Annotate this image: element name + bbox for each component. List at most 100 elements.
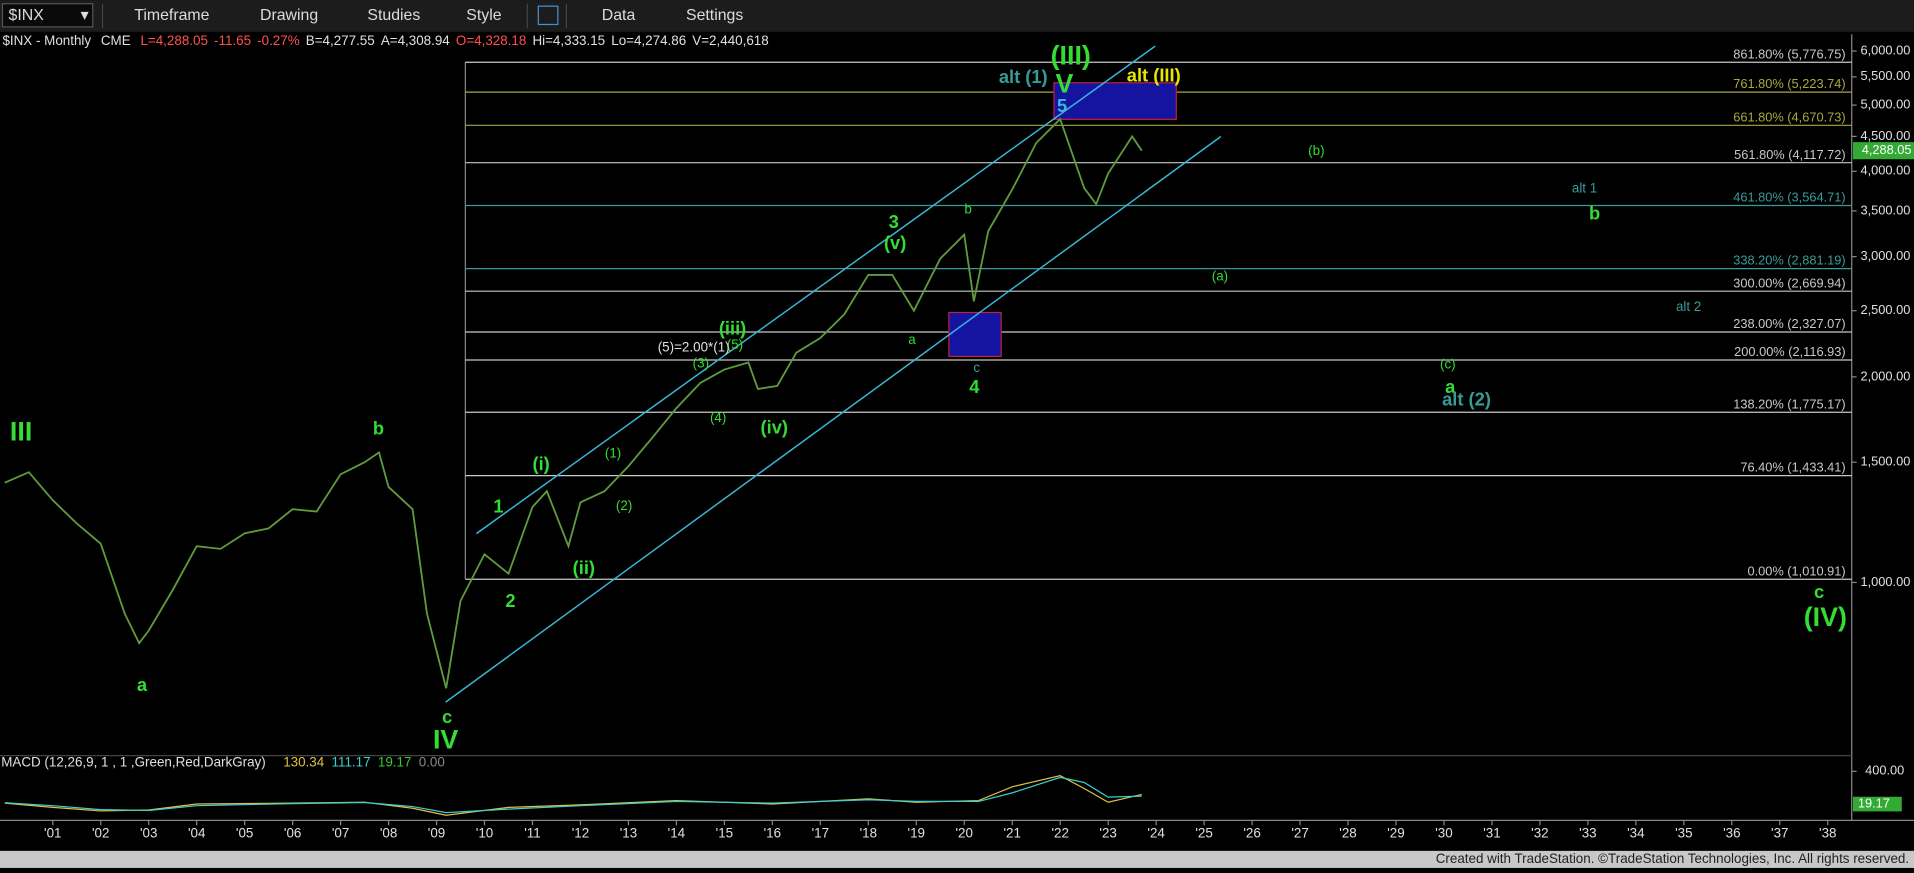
wave-label: a [137,674,148,695]
wave-label: (ii) [573,557,595,578]
wave-label: alt (2) [1442,388,1491,409]
wave-label: (iv) [761,416,788,437]
macd-readout: 111.17 [332,755,371,770]
x-tick-label: '01 [44,825,61,840]
wave-label: (4) [710,410,726,425]
layout-icon[interactable] [537,5,559,26]
wave-label: b [373,418,384,439]
quote-text: O=4,328.18 [456,33,526,48]
x-tick-label: '26 [1243,825,1260,840]
toolbar [0,0,1914,32]
quote-text: L=4,288.05 [140,33,207,48]
x-tick-label: '04 [188,825,206,840]
macd-tag-label: 19.17 [1858,795,1890,810]
toolbar-button[interactable]: Style [466,7,501,24]
wave-label: alt (III) [1127,65,1181,86]
wave-label: (1) [605,446,621,461]
wave-label: c [973,360,980,375]
macd-title: MACD (12,26,9, 1 , 1 ,Green,Red,DarkGray… [1,755,265,770]
fib-label: 76.40% (1,433.41) [1740,460,1845,475]
wave-label: c [442,706,452,727]
wave-label: V [1056,68,1074,98]
x-tick-label: '32 [1531,825,1548,840]
toolbar-button[interactable]: Settings [686,7,743,24]
wave-label: 1 [493,496,503,517]
wave-label: (b) [1308,143,1324,158]
quote-text: A=4,308.94 [381,33,450,48]
x-tick-label: '13 [620,825,637,840]
toolbar-button[interactable]: Studies [367,7,420,24]
footer-bar [0,850,1914,868]
x-tick-label: '31 [1483,825,1500,840]
y-tick-label: 3,000.00 [1861,248,1911,263]
x-tick-label: '02 [92,825,109,840]
toolbar-button[interactable]: Drawing [260,7,318,24]
wave-label: a [908,332,916,347]
y-tick-label: 1,000.00 [1861,574,1911,589]
y-tick-label: 4,500.00 [1861,128,1911,143]
wave-label: b [964,201,971,216]
y-tick-label: 4,000.00 [1861,163,1911,178]
x-tick-label: '08 [380,825,397,840]
quote-text: CME [101,33,131,48]
wave-label: (5)=2.00*(1) [658,339,730,354]
fib-label: 0.00% (1,010.91) [1747,563,1845,578]
trend-line [445,135,1222,703]
y-tick-label: 5,500.00 [1861,68,1911,83]
symbol-box[interactable] [1,3,94,28]
x-tick-label: '14 [668,825,686,840]
y-tick-label: 2,000.00 [1861,368,1911,383]
x-tick-label: '27 [1291,825,1308,840]
wave-label: 3 [889,211,899,232]
wave-label: 2 [505,590,515,611]
y-tick-label: 6,000.00 [1861,42,1911,57]
x-tick-label: '28 [1339,825,1356,840]
wave-label: (III) [1051,40,1091,70]
fib-label: 761.80% (5,223.74) [1733,76,1845,91]
macd-readout: 0.00 [419,755,445,770]
x-tick-label: '30 [1435,825,1452,840]
symbol[interactable]: $INX [9,7,45,24]
x-tick-label: '11 [524,825,540,840]
wave-label: alt 1 [1572,181,1597,196]
toolbar-button[interactable]: Timeframe [134,7,209,24]
wave-label: (a) [1212,269,1228,284]
x-tick-label: '21 [1003,825,1020,840]
quote-text: $INX - Monthly [2,33,91,48]
fib-label: 300.00% (2,669.94) [1733,275,1845,290]
dropdown-arrow[interactable]: ▾ [81,7,89,24]
x-tick-label: '34 [1627,825,1645,840]
wave-label: 4 [969,376,980,397]
toolbar-button[interactable]: Data [602,7,636,24]
fib-label: 138.20% (1,775.17) [1733,396,1845,411]
wave-label: c [1814,581,1824,602]
last-price-label: 4,288.05 [1862,142,1912,157]
x-tick-label: '17 [812,825,829,840]
x-tick-label: '15 [716,825,733,840]
y-tick-label: 3,500.00 [1861,202,1911,217]
quote-text: Hi=4,333.15 [532,33,605,48]
y-tick-label: 400.00 [1865,763,1904,778]
x-tick-label: '23 [1099,825,1116,840]
x-tick-label: '38 [1819,825,1836,840]
wave-label: (iii) [719,317,746,338]
fib-label: 338.20% (2,881.19) [1733,253,1845,268]
quote-text: Lo=4,274.86 [611,33,686,48]
y-tick-label: 2,500.00 [1861,302,1911,317]
fib-label: 200.00% (2,116.93) [1734,344,1845,359]
x-tick-label: '24 [1147,825,1165,840]
wave-label: (i) [532,453,549,474]
wave-label: alt (1) [999,66,1048,87]
macd-tag [1852,796,1902,812]
x-tick-label: '10 [476,825,493,840]
wave-label: (5) [727,337,743,352]
macd-readout: 19.17 [378,755,412,770]
footer: Created with TradeStation. ©TradeStation… [1436,851,1909,866]
macd-line [4,775,1142,816]
wave-label: b [1589,203,1600,224]
fib-label: 238.00% (2,327.07) [1733,316,1845,331]
fib-label: 561.80% (4,117.72) [1734,147,1845,162]
wave-label: IV [433,725,458,755]
x-tick-label: '09 [428,825,445,840]
